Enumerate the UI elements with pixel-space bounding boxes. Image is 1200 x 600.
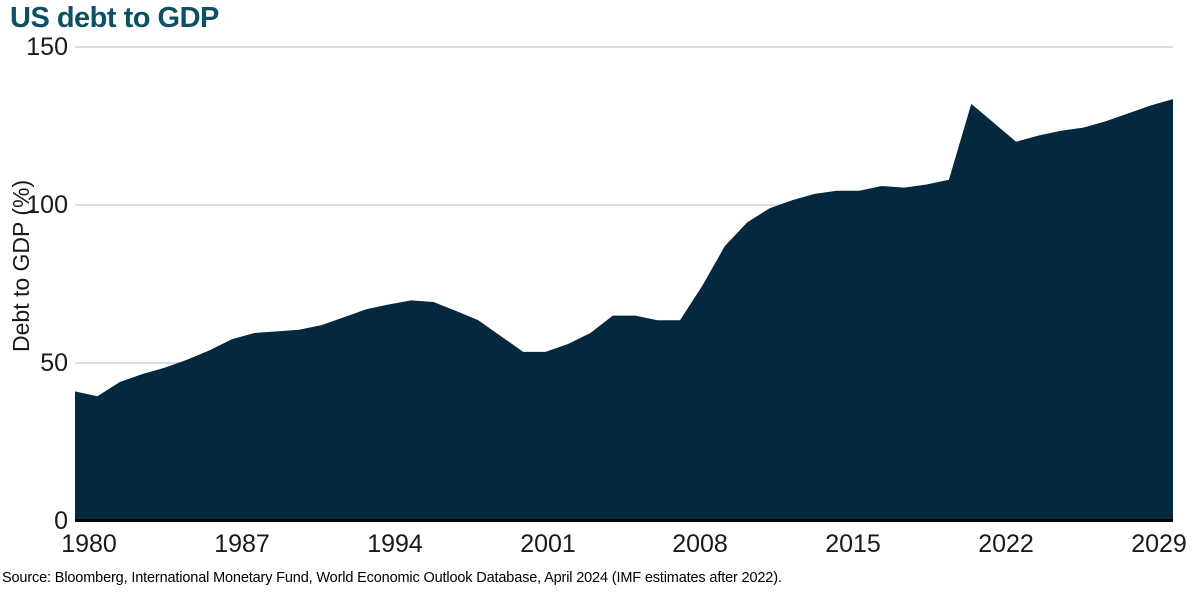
gridline-100 — [75, 204, 1173, 206]
y-tick-label-100: 100 — [26, 191, 68, 219]
x-axis-line — [75, 519, 1173, 522]
source-note: Source: Bloomberg, International Monetar… — [2, 570, 782, 586]
y-tick-label-150: 150 — [26, 33, 68, 61]
y-tick-label-50: 50 — [40, 349, 68, 377]
x-tick-label-2015: 2015 — [825, 530, 881, 558]
x-tick-label-2008: 2008 — [672, 530, 728, 558]
x-tick-label-2001: 2001 — [520, 530, 576, 558]
area-path — [75, 99, 1173, 521]
chart-title: US debt to GDP — [10, 2, 219, 34]
x-tick-label-1980: 1980 — [61, 530, 117, 558]
x-tick-label-1994: 1994 — [367, 530, 423, 558]
plot-area — [75, 46, 1173, 522]
x-tick-label-2029: 2029 — [1131, 530, 1187, 558]
area-series — [75, 99, 1173, 521]
gridline-150 — [75, 46, 1173, 48]
x-tick-label-2022: 2022 — [978, 530, 1034, 558]
x-tick-label-1987: 1987 — [214, 530, 270, 558]
y-tick-label-0: 0 — [54, 507, 68, 535]
